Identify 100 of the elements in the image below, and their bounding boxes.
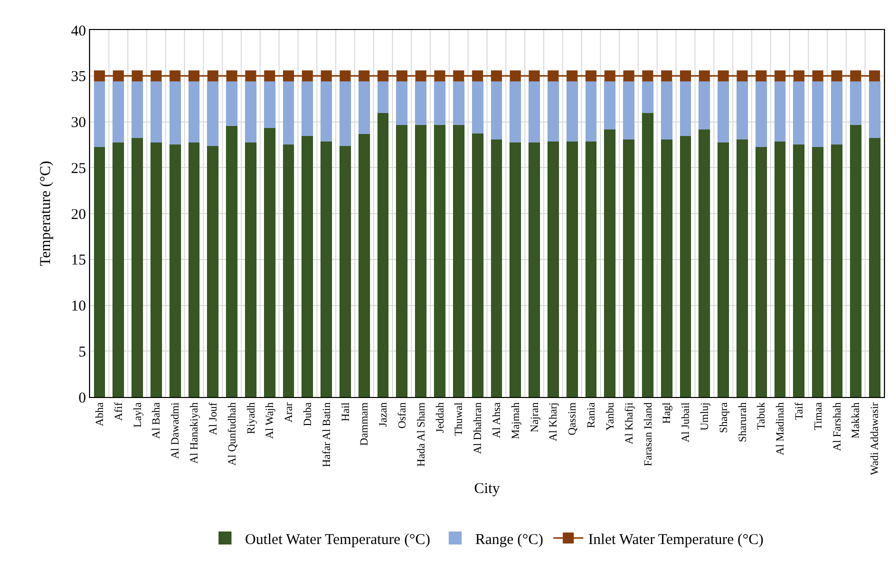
x-tick-label: Najran — [528, 402, 541, 432]
x-tick-label: Al Jubail — [680, 402, 692, 442]
bar — [604, 128, 616, 397]
bar — [623, 80, 634, 140]
bar — [396, 80, 408, 125]
x-tick-label: Taif — [794, 402, 806, 420]
bar — [868, 136, 880, 397]
x-tick-label: Al Baha — [150, 402, 163, 439]
bar — [415, 124, 427, 397]
bar — [868, 80, 880, 138]
bar — [812, 80, 824, 148]
bar — [490, 138, 502, 397]
bar — [472, 132, 484, 397]
bar — [434, 124, 446, 397]
bar — [132, 80, 143, 138]
x-tick-label: Majmah — [510, 402, 522, 440]
bar — [169, 143, 181, 397]
legend-label: Outlet Water Temperature (°C) — [245, 532, 430, 548]
legend-label: Range (°C) — [475, 532, 544, 548]
x-tick-label: Shaqra — [718, 402, 730, 433]
x-tick-label: Al Hanakiyah — [188, 402, 201, 464]
x-tick-label: Hafar Al Batin — [320, 402, 333, 468]
bar — [377, 80, 389, 114]
bar — [188, 141, 200, 397]
bar — [510, 80, 522, 142]
bar — [755, 146, 767, 397]
bar — [282, 143, 294, 397]
bar — [547, 80, 559, 142]
bar — [415, 80, 427, 125]
bar — [736, 80, 748, 140]
x-tick-label: Al Wajh — [264, 402, 276, 439]
x-tick-label: Abha — [94, 402, 106, 426]
bar — [680, 80, 692, 136]
bar — [244, 141, 256, 397]
bar — [132, 136, 143, 397]
bar — [642, 112, 654, 397]
bar — [302, 80, 314, 136]
bar — [94, 80, 106, 148]
bar — [755, 80, 767, 148]
y-tick-label: 0 — [78, 390, 86, 406]
bar — [566, 80, 578, 142]
y-tick-label: 15 — [71, 252, 86, 269]
x-tick-label: Umluj — [698, 402, 711, 431]
bar — [472, 80, 484, 134]
x-tick-label: Al Qunfudhah — [226, 402, 238, 466]
x-tick-label: Al Madinah — [774, 402, 787, 456]
bar — [718, 141, 730, 397]
bar — [736, 138, 748, 397]
x-tick-label: Timaa — [812, 402, 824, 430]
bar — [585, 80, 597, 142]
bar — [547, 140, 559, 397]
bar — [188, 80, 200, 142]
bar — [340, 80, 351, 146]
bar — [244, 80, 256, 142]
bar — [358, 133, 370, 397]
bar — [604, 80, 616, 130]
x-tick-label: Tabuk — [756, 402, 768, 430]
bar — [793, 143, 805, 397]
x-tick-label: Hagl — [661, 402, 674, 424]
x-tick-label: Sharurah — [736, 402, 749, 442]
bar — [150, 141, 162, 397]
bar — [264, 126, 276, 397]
bar — [207, 145, 219, 397]
bar — [94, 146, 106, 397]
bar — [282, 80, 294, 144]
bar — [169, 80, 181, 144]
x-tick-label: Al Khafji — [623, 402, 636, 444]
x-tick-label: Hada Al Sham — [415, 402, 428, 467]
bar — [718, 80, 730, 142]
x-tick-label: Al Jouf — [207, 402, 220, 436]
bar — [698, 128, 710, 397]
bar — [358, 80, 370, 134]
x-tick-label: Al Farshah — [831, 402, 844, 451]
bar — [831, 80, 842, 144]
y-tick-label: 30 — [71, 115, 86, 131]
x-tick-label: Jazan — [378, 402, 390, 427]
bar — [320, 140, 332, 397]
bar — [850, 80, 862, 125]
bar — [698, 80, 710, 130]
y-tick-label: 25 — [71, 160, 86, 177]
bar — [226, 124, 238, 397]
bar — [642, 80, 654, 114]
bar — [850, 124, 862, 397]
x-tick-label: Farasan Island — [642, 402, 654, 466]
x-tick-label: Al Ahsa — [491, 402, 504, 438]
bar — [566, 140, 578, 397]
y-tick-label: 35 — [71, 69, 86, 86]
bar — [320, 80, 332, 142]
bar — [585, 140, 597, 397]
x-tick-label: Wadi Addawasir — [869, 402, 882, 476]
x-tick-label: Duba — [302, 402, 314, 426]
bar — [793, 80, 805, 144]
x-tick-label: Qassim — [566, 402, 579, 436]
bar — [150, 80, 162, 142]
x-tick-label: Hail — [340, 402, 352, 422]
legend-label: Inlet Water Temperature (°C) — [588, 532, 764, 548]
x-tick-label: Al Dhahran — [472, 402, 484, 454]
y-tick-label: 40 — [71, 23, 86, 40]
bar — [660, 138, 672, 397]
x-tick-label: Thuwal — [453, 402, 466, 436]
